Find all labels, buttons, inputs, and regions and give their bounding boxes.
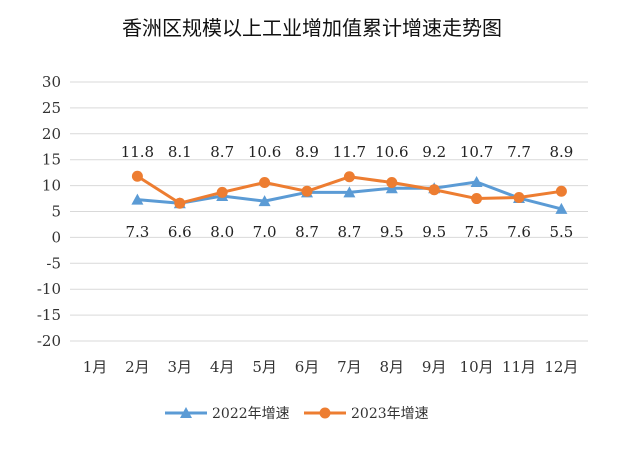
y-axis-ticks: -20 -15 -10 -5 0 5 10 15 20 25 30 — [37, 73, 61, 350]
data-label: 7.5 — [465, 223, 489, 241]
data-label: 11.8 — [121, 143, 154, 161]
data-label: 10.6 — [375, 143, 408, 161]
data-label: 6.6 — [168, 223, 192, 241]
data-point-marker — [259, 176, 271, 188]
data-label: 7.0 — [253, 223, 277, 241]
x-tick-label: 6月 — [295, 358, 320, 376]
data-point-marker — [343, 186, 356, 198]
data-label: 8.7 — [210, 143, 234, 161]
y-tick-label: -20 — [37, 332, 61, 350]
data-label: 8.9 — [549, 143, 573, 161]
legend-triangle-icon — [180, 407, 192, 418]
y-tick-label: 5 — [51, 203, 61, 221]
data-point-marker — [555, 202, 568, 214]
data-label: 11.7 — [333, 143, 366, 161]
y-tick-label: 10 — [42, 177, 61, 195]
data-point-marker — [471, 193, 483, 205]
data-label: 9.5 — [422, 223, 446, 241]
y-tick-label: 30 — [42, 73, 61, 91]
x-tick-label: 8月 — [380, 358, 405, 376]
data-label: 7.6 — [507, 223, 531, 241]
data-point-marker — [131, 170, 143, 182]
y-tick-label: -10 — [37, 280, 61, 298]
x-tick-label: 9月 — [422, 358, 447, 376]
data-point-marker — [386, 176, 398, 188]
chart-title: 香洲区规模以上工业增加值累计增速走势图 — [122, 16, 502, 40]
data-point-marker — [428, 184, 440, 196]
y-tick-label: -15 — [37, 306, 61, 324]
gridlines — [70, 81, 588, 342]
data-point-marker — [131, 193, 144, 205]
data-point-marker — [174, 197, 186, 209]
data-point-marker — [216, 186, 228, 198]
data-point-marker — [343, 171, 355, 183]
legend-label: 2023年增速 — [351, 406, 429, 422]
data-label: 8.7 — [337, 223, 361, 241]
series-layer — [131, 170, 568, 214]
x-tick-label: 7月 — [337, 358, 362, 376]
data-label: 7.3 — [125, 223, 149, 241]
y-tick-label: 20 — [42, 125, 61, 143]
x-tick-label: 5月 — [252, 358, 277, 376]
y-tick-label: 15 — [42, 151, 61, 169]
data-point-marker — [513, 192, 525, 204]
legend-label: 2022年增速 — [212, 406, 290, 422]
legend-circle-icon — [319, 407, 331, 419]
data-label: 5.5 — [549, 223, 573, 241]
data-point-marker — [258, 195, 271, 207]
x-tick-label: 1月 — [83, 358, 108, 376]
data-label: 10.7 — [460, 143, 493, 161]
data-label: 8.1 — [168, 143, 192, 161]
data-label: 8.0 — [210, 223, 234, 241]
x-tick-label: 3月 — [168, 358, 193, 376]
x-tick-label: 4月 — [210, 358, 235, 376]
x-tick-label: 2月 — [125, 358, 150, 376]
legend: 2022年增速 2023年增速 — [165, 406, 429, 422]
x-axis-ticks: 1月 2月 3月 4月 5月 6月 7月 8月 9月 10月 11月 12月 — [83, 358, 579, 376]
data-label: 8.7 — [295, 223, 319, 241]
data-labels: 7.3 6.6 8.0 7.0 8.7 8.7 9.5 9.5 7.5 7.6 5.5 11.8 8.1… — [121, 143, 574, 241]
data-label: 7.7 — [507, 143, 531, 161]
x-tick-label: 12月 — [544, 358, 578, 376]
y-tick-label: 25 — [42, 99, 61, 117]
y-tick-label: 0 — [51, 228, 61, 246]
data-point-marker — [470, 175, 483, 187]
data-point-marker — [301, 185, 313, 197]
data-label: 10.6 — [248, 143, 281, 161]
data-label: 9.5 — [380, 223, 404, 241]
data-label: 8.9 — [295, 143, 319, 161]
data-label: 9.2 — [422, 143, 446, 161]
data-point-marker — [555, 185, 567, 197]
x-tick-label: 11月 — [502, 358, 536, 376]
y-tick-label: -5 — [46, 254, 61, 272]
x-tick-label: 10月 — [460, 358, 494, 376]
